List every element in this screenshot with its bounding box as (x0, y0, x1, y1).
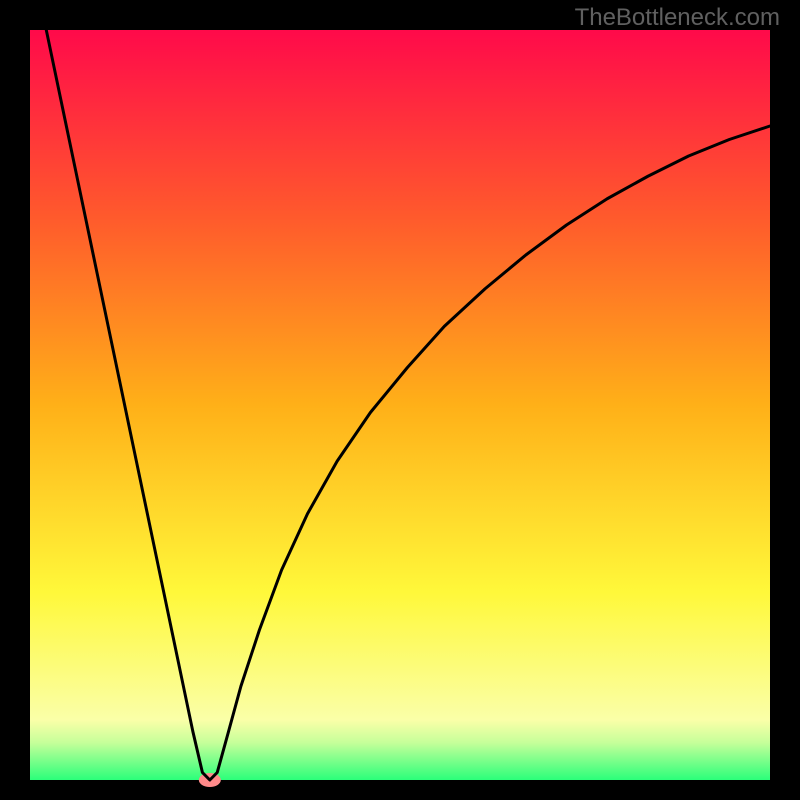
watermark-text: TheBottleneck.com (575, 4, 780, 32)
plot-area (30, 30, 770, 780)
chart-frame: TheBottleneck.com (0, 0, 800, 800)
